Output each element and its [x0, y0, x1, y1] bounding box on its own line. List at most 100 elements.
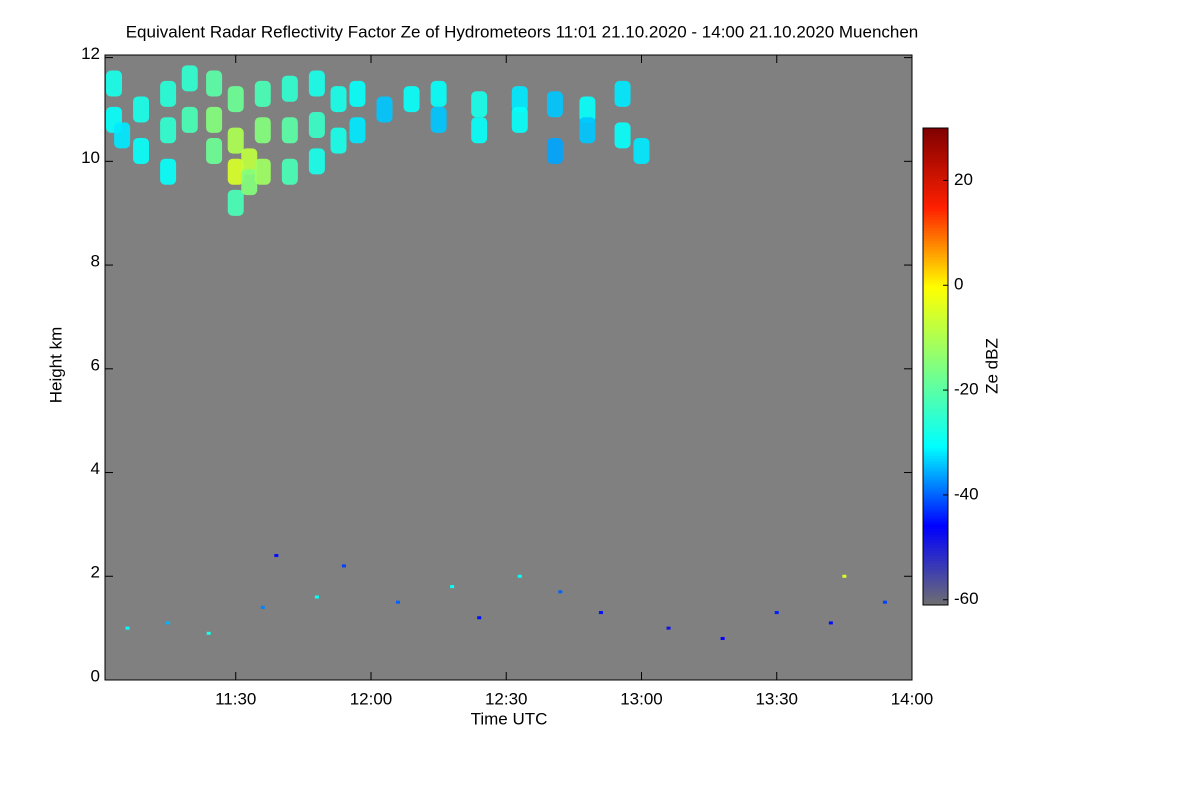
heatmap-cell — [614, 122, 631, 149]
colorbar-segment — [923, 240, 948, 244]
heatmap-cell — [160, 117, 177, 144]
heatmap-cell — [546, 137, 563, 164]
colorbar-segment — [923, 151, 948, 155]
heatmap-cell — [206, 106, 223, 133]
y-tick-label: 2 — [91, 563, 100, 582]
colorbar-segment — [923, 563, 948, 567]
colorbar-segment — [923, 497, 948, 501]
heatmap-cell — [308, 70, 325, 97]
colorbar-segment — [923, 204, 948, 208]
colorbar-segment — [923, 442, 948, 446]
colorbar-segment — [923, 306, 948, 310]
colorbar-segment — [923, 138, 948, 142]
colorbar-segment — [923, 183, 948, 187]
colorbar-segment — [923, 214, 948, 218]
heatmap-cell — [720, 637, 725, 641]
heatmap-cell — [842, 574, 847, 578]
heatmap-cell — [633, 137, 650, 164]
colorbar-segment — [923, 382, 948, 386]
colorbar-segment — [923, 350, 948, 354]
colorbar-segment — [923, 133, 948, 137]
colorbar-segment — [923, 555, 948, 559]
colorbar-segment — [923, 508, 948, 512]
colorbar-segment — [923, 392, 948, 396]
colorbar-segment — [923, 190, 948, 195]
colorbar-segment — [923, 321, 948, 326]
heatmap-cell — [227, 158, 244, 185]
heatmap-cell — [430, 80, 447, 107]
heatmap-cell — [666, 626, 671, 630]
colorbar-segment — [923, 361, 948, 365]
colorbar-segment — [923, 348, 948, 352]
heatmap-cell — [349, 80, 366, 107]
heatmap-cell — [254, 117, 271, 144]
heatmap-cell — [160, 158, 177, 185]
colorbar-segment — [923, 539, 948, 543]
colorbar-segment — [923, 505, 948, 509]
colorbar-segment — [923, 327, 948, 331]
colorbar-segment — [923, 285, 948, 289]
colorbar-segment — [923, 135, 948, 139]
colorbar-segment — [923, 266, 948, 271]
colorbar-segment — [923, 235, 948, 239]
colorbar-segment — [923, 337, 948, 341]
colorbar-segment — [923, 466, 948, 470]
colorbar-segment — [923, 311, 948, 315]
heatmap-cell — [227, 189, 244, 216]
colorbar-segment — [923, 413, 948, 417]
heatmap-cell — [133, 96, 150, 123]
heatmap-cell — [828, 621, 833, 625]
colorbar-tick-label: 20 — [954, 170, 973, 189]
colorbar-segment — [923, 141, 948, 145]
colorbar-segment — [923, 324, 948, 328]
colorbar-segment — [923, 531, 948, 535]
heatmap-cell — [254, 158, 271, 185]
heatmap-cell — [133, 137, 150, 164]
colorbar-segment — [923, 468, 948, 472]
colorbar-segment — [923, 316, 948, 320]
colorbar-segment — [923, 384, 948, 388]
heatmap-cell — [614, 80, 631, 107]
heatmap-cell — [206, 631, 211, 635]
colorbar-segment — [923, 329, 948, 333]
colorbar-segment — [923, 487, 948, 491]
colorbar-segment — [923, 188, 948, 192]
colorbar-segment — [923, 172, 948, 176]
colorbar-segment — [923, 295, 948, 299]
colorbar-segment — [923, 549, 948, 554]
colorbar-segment — [923, 164, 948, 168]
colorbar-segment — [923, 206, 948, 210]
colorbar-segment — [923, 238, 948, 242]
colorbar-segment — [923, 534, 948, 538]
colorbar-segment — [923, 209, 948, 213]
colorbar-segment — [923, 369, 948, 373]
heatmap-cell — [341, 564, 346, 568]
colorbar-segment — [923, 340, 948, 344]
colorbar-segment — [923, 219, 948, 223]
y-tick-label: 10 — [81, 148, 100, 167]
colorbar-segment — [923, 437, 948, 441]
x-tick-label: 11:30 — [215, 689, 256, 708]
colorbar-segment — [923, 345, 948, 349]
y-axis-label: Height km — [46, 327, 65, 404]
colorbar-segment — [923, 552, 948, 556]
x-tick-label: 12:30 — [485, 689, 528, 708]
x-tick-label: 12:00 — [350, 689, 393, 708]
colorbar-segment — [923, 429, 948, 433]
colorbar-segment — [923, 500, 948, 504]
heatmap-cell — [181, 65, 198, 92]
colorbar-segment — [923, 303, 948, 307]
colorbar-segment — [923, 277, 948, 281]
colorbar-segment — [923, 594, 948, 598]
colorbar-segment — [923, 264, 948, 268]
colorbar-segment — [923, 332, 948, 336]
colorbar-segment — [923, 523, 948, 527]
colorbar-segment — [923, 130, 948, 134]
colorbar-segment — [923, 259, 948, 263]
heatmap-cell — [206, 70, 223, 97]
colorbar-segment — [923, 421, 948, 425]
colorbar-segment — [923, 445, 948, 449]
colorbar-segment — [923, 578, 948, 582]
heatmap-cell — [308, 112, 325, 139]
colorbar-segment — [923, 366, 948, 370]
